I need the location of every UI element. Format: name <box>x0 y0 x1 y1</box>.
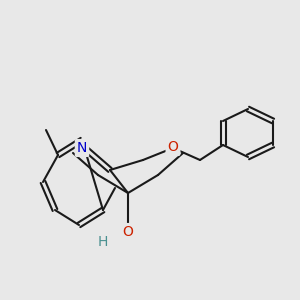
Text: N: N <box>77 141 87 155</box>
Text: O: O <box>168 140 178 154</box>
Text: H: H <box>98 235 108 249</box>
Text: O: O <box>123 225 134 239</box>
